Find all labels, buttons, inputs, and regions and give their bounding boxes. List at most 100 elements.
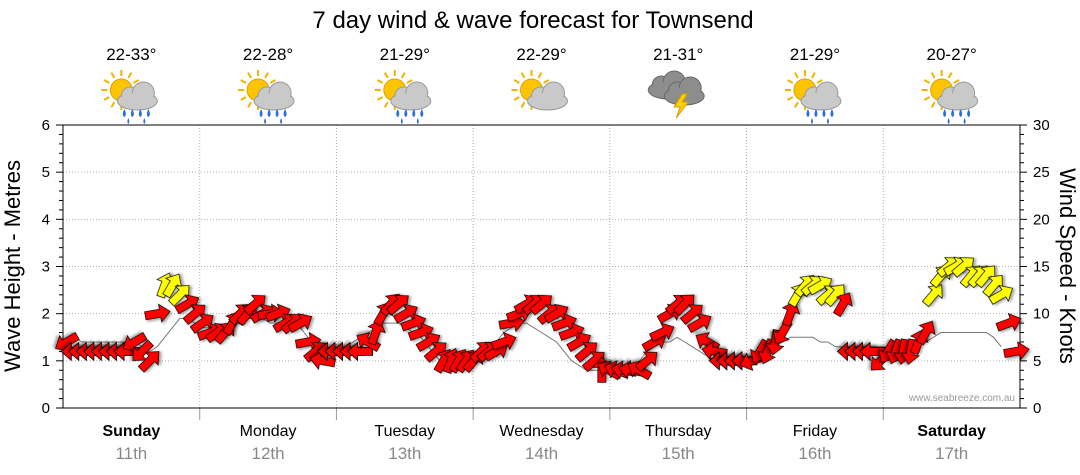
sun-ray (103, 96, 110, 101)
wind-arrow (1003, 341, 1030, 361)
rain-drop (283, 109, 287, 117)
y-right-tick-label: 10 (1033, 306, 1050, 323)
wind-arrow (490, 331, 517, 351)
day-date: 15th (662, 444, 695, 463)
sun-ray (110, 72, 116, 79)
wind-arrow (415, 332, 441, 353)
sun-ray (406, 79, 413, 84)
rain-drop (822, 109, 826, 117)
day-date: 11th (115, 444, 147, 463)
sun-cloud-rain-icon (374, 70, 432, 124)
rain-drop (127, 118, 130, 124)
wind-arrow (385, 294, 409, 316)
sun-cloud-rain-icon (921, 70, 979, 124)
rain-drop (122, 109, 126, 117)
day-date: 17th (935, 444, 968, 463)
left-axis: 0 1 2 3 4 5 6 (42, 117, 63, 417)
day-label: Saturday (917, 423, 986, 440)
y-left-tick-label: 6 (42, 117, 50, 134)
sun-ray (930, 101, 936, 108)
sun-ray (247, 72, 252, 79)
day-label: Monday (240, 423, 297, 440)
rain-drop (404, 109, 408, 117)
day-headers: 22-33° 22-28° 21-29° 22-29° 21-31° 21-29° 20-2… (101, 45, 979, 124)
cloud-shape (390, 81, 432, 111)
day-date: 12th (252, 444, 285, 463)
wind-arrow (242, 294, 266, 316)
sun-ray (383, 101, 389, 108)
y-right-tick-label: 5 (1033, 353, 1041, 370)
wind-arrow (701, 341, 728, 361)
day-label: Friday (793, 423, 837, 440)
sun-ray (543, 79, 550, 84)
sun-ray (264, 72, 269, 79)
sun-ray (953, 79, 960, 84)
sun-ray (110, 101, 116, 108)
wind-arrow (529, 294, 552, 316)
wind-arrow (634, 351, 658, 373)
wind-arrow (672, 294, 695, 317)
wind-arrow (144, 303, 171, 323)
wind-arrow (287, 313, 313, 334)
rain-drop (259, 109, 263, 117)
wind-arrow (781, 300, 801, 327)
wind-arrow (574, 342, 598, 363)
wind-arrow (167, 285, 190, 307)
rain-drop (951, 109, 955, 117)
day-temperature: 21-29° (380, 45, 430, 64)
day-label: Wednesday (499, 423, 583, 440)
lightning-bolt (673, 93, 690, 119)
sun-ray (537, 72, 543, 79)
wind-arrow (162, 273, 183, 299)
sun-ray (383, 72, 389, 79)
y-left-tick-label: 3 (42, 259, 50, 276)
rain-drop (830, 109, 834, 117)
wind-arrow (951, 257, 974, 278)
rain-drop (138, 109, 142, 117)
sun-cloud-rain-icon (101, 70, 158, 124)
wind-arrow (423, 342, 447, 363)
sun-ray (240, 96, 247, 101)
sun-ray (513, 79, 520, 84)
day-temperature: 22-33° (106, 45, 156, 64)
wind-arrow-series (55, 256, 1030, 383)
y-right-tick-label: 0 (1033, 400, 1041, 417)
rain-drop (267, 109, 271, 117)
sun-cloud-rain-icon (238, 70, 295, 124)
day-label: Tuesday (374, 423, 435, 440)
sun-ray (132, 79, 140, 84)
wind-arrow (982, 274, 1003, 298)
sun-ray (376, 96, 384, 101)
right-axis: 0 5 10 15 20 25 30 (1020, 117, 1050, 417)
grid-lines (63, 125, 1020, 420)
day-temperature: 20-27° (927, 45, 977, 64)
wind-arrow (859, 341, 886, 362)
day-temperature: 22-28° (243, 45, 293, 64)
wind-arrow (921, 284, 943, 308)
sun-ray (816, 79, 823, 84)
wind-arrow (189, 313, 214, 334)
wind-arrow (832, 292, 853, 318)
day-label: Thursday (645, 423, 712, 440)
sun-cloud-icon (511, 70, 568, 111)
chart-title: 7 day wind & wave forecast for Townsend (312, 7, 753, 34)
rain-drop (959, 109, 963, 117)
sun-ray (787, 79, 794, 84)
y-right-tick-label: 30 (1033, 117, 1050, 134)
sun-ray (127, 72, 133, 79)
sun-ray (400, 72, 406, 79)
rain-drop (146, 109, 150, 117)
wind-arrow (974, 265, 996, 289)
wind-arrow (995, 312, 1022, 332)
rain-drop (826, 118, 829, 124)
y-left-axis-label: Wave Height - Metres (0, 160, 25, 372)
cloud-shape (527, 81, 568, 111)
y-right-tick-label: 15 (1033, 259, 1050, 276)
sun-ray (240, 79, 247, 84)
wind-arrow (824, 284, 845, 308)
rain-drop (400, 118, 403, 124)
wind-arrow (113, 341, 140, 362)
wind-arrow (137, 351, 160, 373)
rain-drop (130, 109, 134, 117)
